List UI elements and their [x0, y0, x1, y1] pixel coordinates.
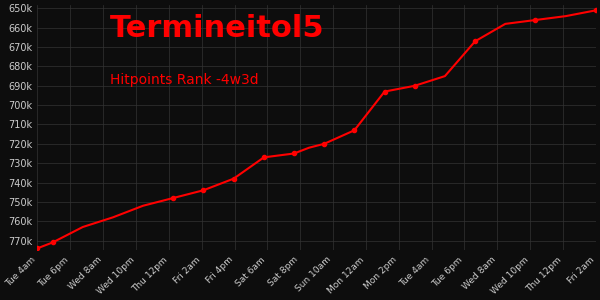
Text: Termineitol5: Termineitol5 — [110, 14, 325, 44]
Text: Hitpoints Rank -4w3d: Hitpoints Rank -4w3d — [110, 73, 259, 87]
